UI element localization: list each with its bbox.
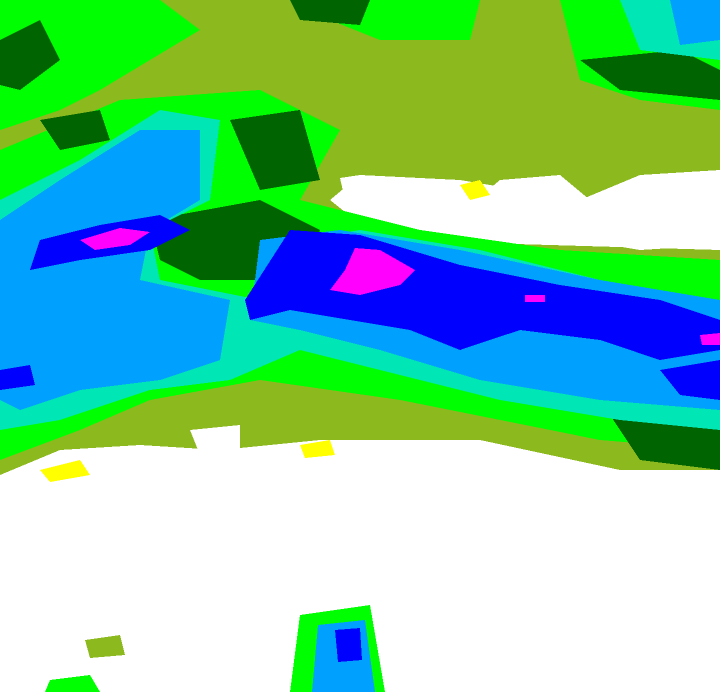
precip-very-heavy-cell — [80, 228, 150, 250]
precip-trace — [85, 635, 125, 658]
precip-isolated-cell — [45, 675, 100, 692]
precip-light-moderate-area — [290, 0, 370, 25]
precip-light-moderate-area — [230, 110, 320, 190]
precip-trace — [460, 180, 490, 200]
clear-gap — [470, 175, 720, 250]
precip-trace — [40, 460, 90, 482]
precip-isolated-cell — [335, 628, 362, 662]
precip-light-moderate-area — [40, 110, 110, 150]
precip-moderate-heavy-area — [670, 0, 720, 45]
clear-gap — [190, 425, 240, 455]
precip-heavy-area — [0, 365, 35, 390]
clear-gap — [0, 440, 720, 692]
precip-moderate-heavy-area — [0, 130, 230, 410]
precip-very-heavy-cell — [525, 295, 545, 302]
precip-very-heavy-cell — [700, 333, 720, 345]
precip-very-heavy-cell — [330, 248, 415, 295]
precip-light-area — [0, 0, 200, 130]
clear-gap — [340, 175, 375, 205]
precip-light-moderate-area — [0, 20, 60, 90]
precip-trace — [300, 440, 335, 458]
precip-light-moderate-area — [580, 50, 720, 100]
precip-heavy-area — [660, 360, 720, 400]
